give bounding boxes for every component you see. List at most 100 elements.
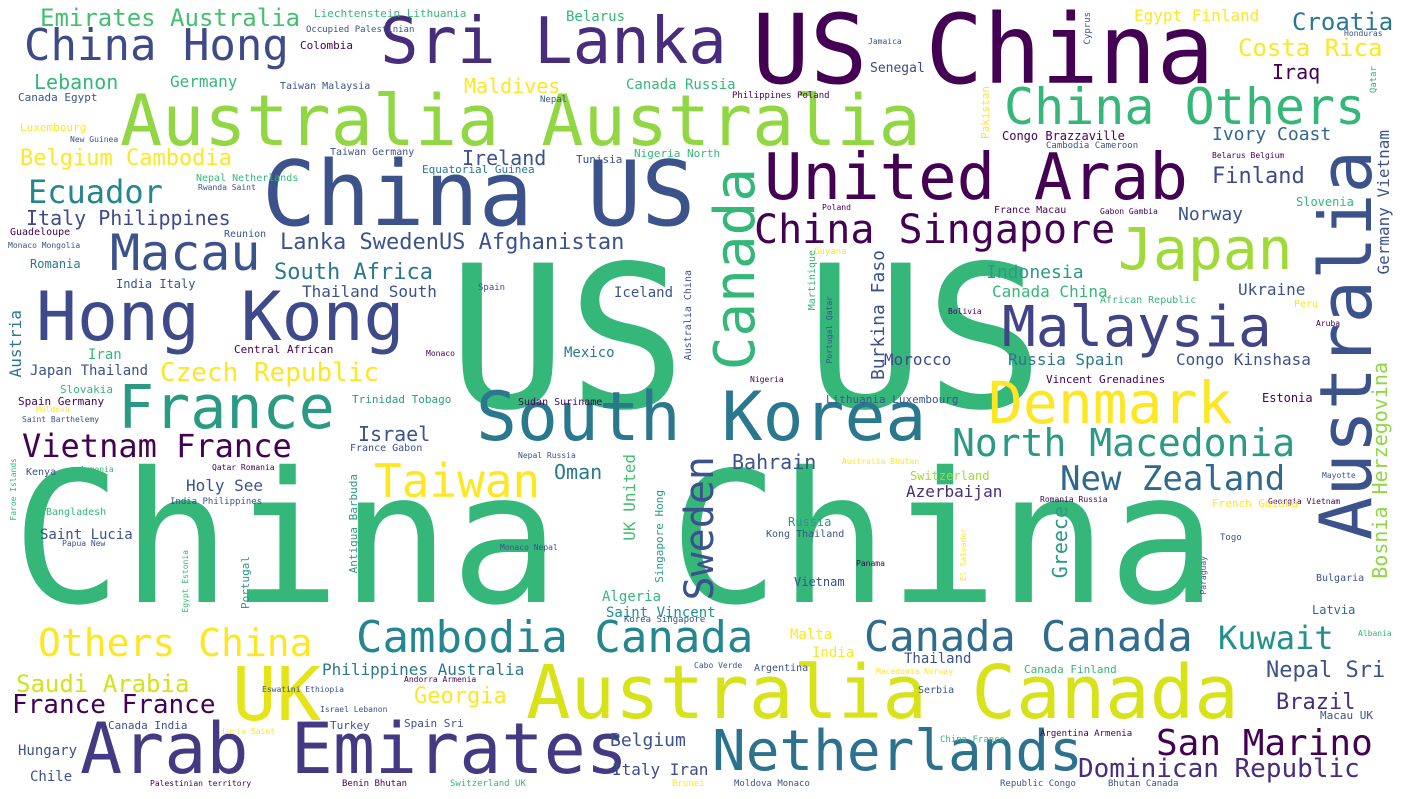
word: Nigeria North xyxy=(634,147,721,160)
word: Indonesia xyxy=(986,262,1084,283)
word: Oman xyxy=(554,460,603,484)
word: Switzerland UK xyxy=(450,779,526,789)
word: Republic Congo xyxy=(1000,779,1076,789)
word: Vietnam France xyxy=(22,427,292,465)
word: Aruba xyxy=(1316,319,1341,328)
word: China US xyxy=(262,142,696,247)
word: Mayotte xyxy=(1322,471,1356,480)
word: Nepal Sri xyxy=(1266,658,1386,683)
word: Sudan Suriname xyxy=(518,397,603,408)
word: Serbia xyxy=(918,685,955,696)
word: Argentina xyxy=(754,663,809,674)
word: France Gabon xyxy=(350,443,423,454)
word: Malaysia xyxy=(1002,295,1272,360)
word: Malta xyxy=(790,627,833,643)
word: Japan Thailand xyxy=(30,363,149,379)
word: Central African xyxy=(234,343,334,356)
word: Greece xyxy=(1048,506,1072,579)
word: Cambodia Canada xyxy=(356,612,754,663)
word: Romania Russia xyxy=(1040,495,1108,504)
word: Finland xyxy=(1212,164,1305,189)
word: Canada India xyxy=(108,719,188,732)
word: Croatia xyxy=(1292,8,1394,36)
word: Australia China xyxy=(683,270,694,361)
word: Canada Egypt xyxy=(18,91,98,104)
word: Arab Emirates xyxy=(80,708,628,790)
word: Belgium Cambodia xyxy=(20,146,232,171)
word: Hungary xyxy=(18,743,78,759)
word: Vietnam xyxy=(794,575,845,589)
word: Honduras xyxy=(1344,29,1383,38)
word: Singapore Hong xyxy=(653,490,666,583)
word: Sweden xyxy=(677,456,723,601)
word: Latvia xyxy=(1312,603,1356,617)
word: Bulgaria xyxy=(1316,573,1365,584)
word: Brunei xyxy=(672,779,705,789)
word: Georgia xyxy=(414,684,507,709)
word: Switzerland xyxy=(910,469,990,483)
word: Congo Brazzaville xyxy=(1002,129,1125,143)
word: Cyprus xyxy=(1083,12,1093,45)
word: US US xyxy=(448,223,1045,454)
word: Maldives xyxy=(464,74,561,98)
word: Italy Philippines xyxy=(26,206,231,230)
word: Germany xyxy=(170,72,238,91)
word: Canada Finland xyxy=(1024,663,1117,676)
word: Bahrain xyxy=(732,450,817,474)
word: Kuwait xyxy=(1218,619,1334,657)
word: Ivory Coast xyxy=(1212,124,1332,145)
word: Egypt Estonia xyxy=(181,550,190,613)
word: Macedonia Norway xyxy=(876,667,954,676)
word: India Italy xyxy=(116,277,196,291)
word: Panama xyxy=(856,559,885,568)
word: Guyana xyxy=(814,247,847,257)
word: Palestinian territory xyxy=(150,779,252,788)
word: Korea Singapore xyxy=(624,615,706,625)
word: Jamaica xyxy=(868,37,902,46)
word: Saudi Arabia xyxy=(16,670,190,698)
word: Spain Germany xyxy=(18,395,105,408)
word: Emirates Australia xyxy=(40,4,301,32)
word: Colombia xyxy=(300,39,353,52)
word: Israel xyxy=(358,422,431,446)
word: Taiwan xyxy=(374,454,541,508)
word: Belarus xyxy=(566,9,626,25)
word: Moldova Monaco xyxy=(734,779,810,789)
word: Portugal Qatar xyxy=(825,296,834,364)
word: Gabon Gambia xyxy=(1100,207,1158,216)
word: Lebanon xyxy=(34,70,119,94)
word: US China xyxy=(752,0,1215,106)
word: Armenia xyxy=(80,465,114,474)
word: Romania xyxy=(30,257,81,271)
word: Liechtenstein Lithuania xyxy=(314,7,467,20)
word: Slovenia xyxy=(1296,195,1354,209)
word: Eswatini Ethiopia xyxy=(262,685,344,694)
word: Ecuador xyxy=(28,173,163,211)
word: Egypt Finland xyxy=(1134,6,1260,25)
word: China Others xyxy=(1004,78,1366,136)
word: Cabo Verde xyxy=(694,661,743,670)
word: North Macedonia xyxy=(952,421,1296,465)
word: Poland xyxy=(822,203,851,212)
word: Canada Russia xyxy=(626,77,736,93)
word: Thailand xyxy=(904,651,972,667)
word: Taiwan Germany xyxy=(330,147,415,158)
word: Belgium xyxy=(610,730,686,751)
word: Martinique xyxy=(807,250,818,311)
word: Russia Spain xyxy=(1008,350,1124,369)
word: Italy Iran xyxy=(612,760,709,779)
word: South Korea xyxy=(476,378,927,457)
word: Sri Lanka xyxy=(380,5,727,79)
word: Togo xyxy=(1220,533,1242,543)
word: Macau UK xyxy=(1320,709,1373,722)
word: India xyxy=(812,645,855,661)
word: China France xyxy=(940,735,1006,745)
word: Rwanda Saint xyxy=(198,183,256,192)
word: Occupied Palestinian xyxy=(306,25,415,35)
word: Israel Lebanon xyxy=(320,705,388,714)
word: France France xyxy=(12,690,216,720)
word: China Hong xyxy=(24,20,289,71)
word: Moldova xyxy=(36,405,70,414)
word: Germany Vietnam xyxy=(1374,130,1393,275)
word: United Arab xyxy=(764,141,1188,215)
